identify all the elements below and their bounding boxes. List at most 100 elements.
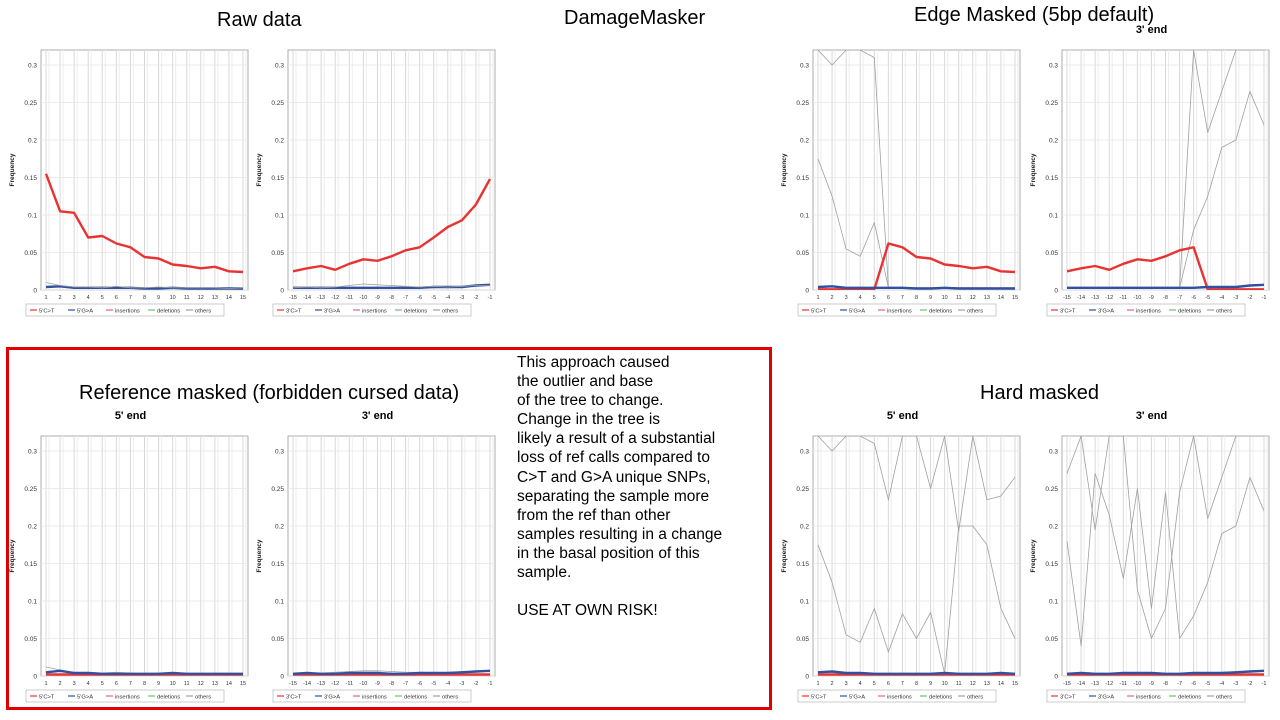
y-tick-label: 0.2 [28,524,37,531]
x-tick-label: 12 [970,295,976,301]
y-tick-label: 0.05 [796,250,809,257]
x-tick-label: 11 [956,295,962,301]
x-tick-label: 10 [170,295,176,301]
x-tick-label: -9 [375,681,380,687]
legend-label: insertions [887,694,912,700]
x-tick-label: 2 [831,295,834,301]
series-line-ga [817,285,1015,290]
series-line-others [1066,473,1265,647]
chart-ref-5-end: 5' end 0 0.05 0.1 0.15 0.2 0.25 0.3 1 2 3 4 5 6 7 8 9 10 1… [8,410,253,706]
series-line-ga [1066,669,1265,676]
legend-label: 5'C>T [39,308,55,314]
y-tick-label: 0.05 [271,636,284,643]
chart-title: 5' end [114,410,147,422]
y-tick-label: 0.2 [1049,138,1058,145]
y-tick-label: 0.15 [1045,561,1058,568]
y-tick-label: 0.25 [24,486,37,493]
x-tick-label: -5 [431,681,436,687]
x-tick-label: -12 [1105,681,1113,687]
legend-label: insertions [1136,694,1161,700]
y-tick-label: 0.15 [796,175,809,182]
legend-label: 3'C>T [1060,308,1076,314]
series-line-ga [292,669,491,676]
legend-label: 5'C>T [811,694,827,700]
x-tick-label: -7 [1177,681,1182,687]
x-tick-label: 7 [901,681,904,687]
legend-box [25,303,225,317]
legend-label: 3'G>A [1098,694,1114,700]
x-tick-label: -15 [1063,681,1071,687]
x-tick-label: 12 [198,681,204,687]
chart-svg: 0 0.05 0.1 0.15 0.2 0.25 0.3 -15 -14 -13 -12 -11 -10… [1030,435,1270,703]
y-axis-label: Frequency [1030,153,1037,186]
y-tick-label: 0.3 [800,449,809,456]
y-tick-label: 0 [805,288,809,295]
legend-label: 5'G>A [849,308,865,314]
x-tick-label: -10 [359,681,367,687]
x-tick-label: -6 [417,295,422,301]
x-tick-label: -5 [1205,681,1210,687]
x-tick-label: -13 [1091,681,1099,687]
x-tick-label: -9 [1149,295,1154,301]
y-tick-label: 0.1 [28,599,37,606]
legend-label: 5'C>T [811,308,827,314]
legend-label: others [442,308,458,314]
legend-label: insertions [115,694,140,700]
x-tick-label: -13 [317,295,325,301]
x-tick-label: 11 [184,681,190,687]
legend-label: insertions [362,694,387,700]
series-line-ct [818,242,1016,290]
x-tick-label: 10 [170,681,176,687]
legend-label: deletions [1178,308,1201,314]
x-tick-label: 6 [887,681,890,687]
legend-label: 5'G>A [77,694,93,700]
y-tick-label: 0.25 [24,100,37,107]
y-tick-label: 0.3 [28,449,37,456]
y-tick-label: 0.25 [1045,486,1058,493]
series-line-others [817,436,1016,532]
legend-label: 3'C>T [286,308,302,314]
x-tick-label: -7 [1177,295,1182,301]
legend-label: deletions [404,308,427,314]
x-tick-label: 12 [970,681,976,687]
x-tick-label: -8 [389,295,394,301]
x-tick-label: 6 [115,295,118,301]
x-tick-label: -13 [1091,295,1099,301]
legend-box [797,303,997,317]
y-tick-label: 0 [1054,674,1058,681]
x-tick-label: -10 [1133,295,1141,301]
x-tick-label: -11 [346,681,354,687]
y-tick-label: 0.05 [1045,636,1058,643]
x-tick-label: -1 [1262,295,1267,301]
chart-raw-3-end: 0 0.05 0.1 0.15 0.2 0.25 0.3 -15 -14 -13 -12 -11 -10… [255,42,500,320]
reference-masked-highlight-box [6,347,772,710]
legend-label: insertions [115,308,140,314]
x-tick-label: 10 [942,295,948,301]
x-tick-label: 4 [859,295,862,301]
x-tick-label: 8 [915,295,918,301]
series-line-others [817,525,1016,675]
x-tick-label: 5 [101,295,104,301]
legend-label: others [967,308,983,314]
x-tick-label: 3 [845,681,848,687]
chart-ref-3-end: 3' end 0 0.05 0.1 0.15 0.2 0.25 0.3 -15 -14 -13 -12… [255,410,500,706]
legend-label: 3'G>A [1098,308,1114,314]
x-tick-label: 8 [143,295,146,301]
y-tick-label: 0.05 [1045,250,1058,257]
legend-label: insertions [362,308,387,314]
legend-box [25,689,225,703]
x-tick-label: 13 [212,681,218,687]
chart-title: 5' end [886,410,919,422]
x-tick-label: 7 [129,681,132,687]
x-tick-label: -12 [1105,295,1113,301]
legend-label: 3'G>A [324,694,340,700]
y-tick-label: 0.3 [1049,449,1058,456]
x-tick-label: 9 [157,295,160,301]
x-tick-label: 9 [929,295,932,301]
chart-svg: 0 0.05 0.1 0.15 0.2 0.25 0.3 -15 -14 -13 -12 -11 -10… [256,435,496,703]
y-tick-label: 0.05 [24,250,37,257]
y-tick-label: 0.1 [800,213,809,220]
x-tick-label: 11 [184,295,190,301]
y-tick-label: 0 [280,674,284,681]
x-tick-label: -3 [459,295,464,301]
